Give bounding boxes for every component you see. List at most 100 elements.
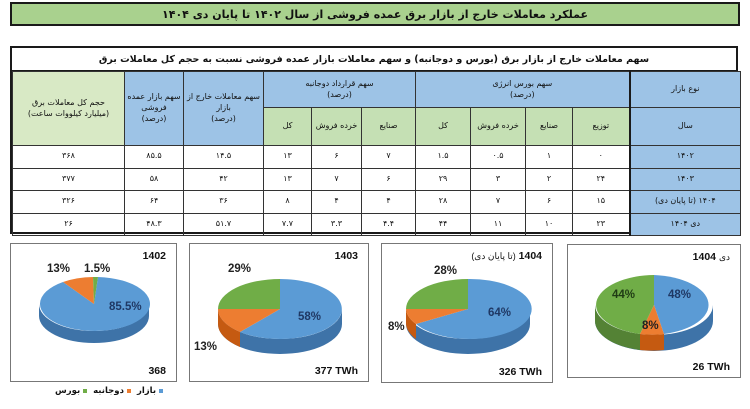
table-caption: سهم معاملات خارج از بازار برق (بورس و دو… (12, 48, 736, 71)
pie-year-prefix: دی (718, 252, 730, 262)
cell-wholesale: ۶۴ (124, 190, 184, 214)
cell-ex-industry: ۶ (525, 190, 574, 214)
label-exchange: 29% (228, 263, 251, 275)
cell-bi-retail: ۶ (311, 145, 362, 169)
cell-ex-retail: ۰.۵ (470, 145, 527, 169)
cell-ex-total: ۴۴ (415, 212, 472, 236)
cell-year: ۱۴۰۲ (628, 145, 742, 169)
header-wholesale: سهم بازار عمده فروشی (درصد) (124, 71, 184, 146)
cell-ex-retail: ۳ (470, 167, 527, 191)
header-year: سال (628, 107, 742, 146)
legend-swatch-icon (83, 389, 88, 393)
pie-total: 368 (148, 365, 166, 377)
chart-legend: بازار دوجانبه بورس (55, 386, 164, 396)
pie-total: 377 TWh (314, 365, 358, 377)
cell-ex-total: ۲۹ (415, 167, 472, 191)
cell-off-market: ۴۲ (183, 167, 264, 191)
cell-ex-retail: ۱۱ (470, 212, 527, 236)
cell-year: دی ۱۴۰۴ (628, 212, 742, 236)
legend-item-market: بازار (136, 386, 164, 396)
pie-year: 1404 (تا پایان دی) (471, 250, 542, 262)
label-market: 58% (298, 311, 321, 323)
header-text: حجم کل معاملات برق (32, 97, 105, 107)
legend-item-bilateral: دوجانبه (93, 386, 131, 396)
header-total-volume: حجم کل معاملات برق (میلیارد کیلووات ساعت… (12, 71, 125, 146)
pie-total: 326 TWh (498, 366, 542, 378)
header-energy-exchange: سهم بورس انرژی (درصد) (415, 71, 631, 108)
label-bilateral: 8% (642, 320, 659, 332)
header-bilateral: سهم قرارداد دوجانبه (درصد) (262, 71, 417, 108)
cell-bi-total: ۷.۷ (263, 212, 312, 236)
cell-bi-industry: ۴ (360, 190, 417, 214)
cell-bi-retail: ۳.۳ (311, 212, 362, 236)
subheader-ex-industry: صنایع (525, 107, 574, 146)
header-text: سهم بازار عمده فروشی (127, 92, 181, 113)
pie-chart-1404-to-dey: 64% 8% 28% 1404 (تا پایان دی) 326 TWh (381, 243, 553, 383)
cell-ex-distribution: ۱۵ (572, 190, 631, 214)
legend-label: دوجانبه (93, 386, 124, 396)
cell-off-market: ۳۶ (183, 190, 264, 214)
label-market: 85.5% (109, 301, 142, 313)
label-bilateral: 8% (388, 321, 405, 333)
label-market: 64% (488, 307, 511, 319)
subheader-ex-distribution: توزیع (572, 107, 631, 146)
cell-off-market: ۵۱.۷ (183, 212, 264, 236)
market-share-table: سهم معاملات خارج از بازار برق (بورس و دو… (10, 46, 742, 236)
pie-year: 1402 (142, 250, 166, 262)
cell-ex-distribution: ۲۳ (572, 212, 631, 236)
table-row: ۲۶ ۴۸.۳ ۵۱.۷ ۷.۷ ۳.۳ ۴.۴ ۴۴ ۱۱ ۱۰ ۲۳ دی … (12, 212, 742, 236)
subheader-bi-total: کل (263, 107, 312, 146)
header-text: سهم قرارداد دوجانبه (305, 78, 374, 88)
pie-graphic: 58% 13% 29% (194, 263, 342, 354)
cell-ex-industry: ۲ (525, 167, 574, 191)
cell-bi-total: ۱۳ (263, 145, 312, 169)
header-market-type: نوع بازار (628, 71, 742, 108)
legend-label: بورس (55, 386, 81, 396)
cell-ex-distribution: ۰ (572, 145, 631, 169)
header-text: سهم بورس انرژی (492, 78, 553, 88)
header-unit: (درصد) (141, 113, 167, 123)
cell-wholesale: ۴۸.۳ (124, 212, 184, 236)
header-text: سهم معاملات خارج از بازار (186, 92, 260, 113)
pie-graphic: 48% 8% 44% (595, 275, 713, 351)
cell-volume: ۳۶۸ (12, 145, 125, 169)
cell-year: ۱۴۰۴ (تا پایان دی) (628, 190, 742, 214)
legend-item-exchange: بورس (55, 386, 88, 396)
header-unit: (درصد) (211, 113, 236, 123)
cell-volume: ۳۲۶ (12, 190, 125, 214)
cell-volume: ۳۷۷ (12, 167, 125, 191)
page-title: عملکرد معاملات خارج از بازار برق عمده فر… (10, 2, 740, 26)
legend-label: بازار (136, 386, 157, 396)
cell-year: ۱۴۰۳ (628, 167, 742, 191)
pie-year: 1403 (334, 250, 358, 262)
pie-year-suffix: (تا پایان دی) (471, 251, 516, 261)
legend-swatch-icon (159, 389, 164, 393)
header-unit: (درصد) (509, 89, 535, 99)
cell-ex-total: ۲۸ (415, 190, 472, 214)
subheader-ex-total: کل (415, 107, 472, 146)
pie-chart-1403: 58% 13% 29% 1403 377 TWh (189, 243, 369, 382)
pie-graphic: 64% 8% 28% (388, 265, 532, 354)
label-market: 48% (668, 289, 691, 301)
cell-ex-total: ۱.۵ (415, 145, 472, 169)
cell-bi-retail: ۷ (311, 167, 362, 191)
header-off-market: سهم معاملات خارج از بازار (درصد) (183, 71, 264, 146)
table-row: ۳۲۶ ۶۴ ۳۶ ۸ ۴ ۴ ۲۸ ۷ ۶ ۱۵ ۱۴۰۴ (تا پایان… (12, 190, 742, 214)
pie-year-number: 1404 (518, 250, 542, 262)
label-exchange: 44% (612, 289, 635, 301)
cell-off-market: ۱۴.۵ (183, 145, 264, 169)
label-bilateral: 13% (194, 341, 217, 353)
cell-volume: ۲۶ (12, 212, 125, 236)
cell-bi-total: ۸ (263, 190, 312, 214)
cell-bi-total: ۱۳ (263, 167, 312, 191)
pie-year-number: 1404 (692, 251, 717, 263)
cell-bi-retail: ۴ (311, 190, 362, 214)
cell-ex-industry: ۱۰ (525, 212, 574, 236)
table-row: ۳۷۷ ۵۸ ۴۲ ۱۳ ۷ ۶ ۲۹ ۳ ۲ ۲۴ ۱۴۰۳ (12, 167, 742, 191)
label-bilateral: 13% (47, 263, 70, 275)
label-exchange: 1.5% (84, 263, 110, 275)
cell-bi-industry: ۷ (360, 145, 417, 169)
label-exchange: 28% (434, 265, 457, 277)
cell-bi-industry: ۴.۴ (360, 212, 417, 236)
subheader-ex-retail: خرده فروش (470, 107, 527, 146)
